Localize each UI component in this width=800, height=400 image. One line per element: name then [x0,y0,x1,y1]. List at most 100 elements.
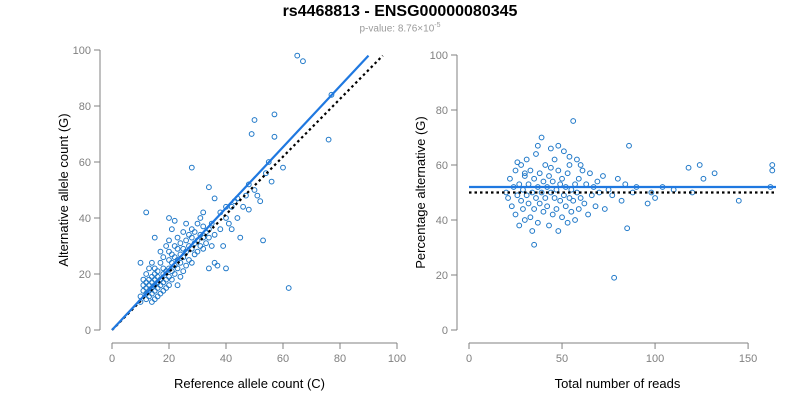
left-data-point [166,215,172,221]
right-data-point [527,167,534,174]
left-data-point [328,91,335,98]
left-data-point [143,279,150,286]
right-data-point [549,178,556,185]
right-y-axis-label: Percentage alternative (G) [413,116,428,268]
left-data-point [146,265,152,272]
left-data-point [225,220,232,227]
right-data-point [626,142,632,149]
right-x-tick-label: 100 [646,353,664,365]
left-data-point [257,198,264,205]
right-data-point [570,197,577,204]
right-data-point [538,134,545,141]
right-data-point [521,170,528,177]
left-data-point [186,257,192,263]
left-data-point [166,282,172,289]
right-data-point [652,195,658,201]
right-data-point [521,217,528,223]
left-data-point [140,282,147,289]
left-data-point [194,220,201,227]
left-data-point [203,240,209,247]
left-data-point [197,243,204,249]
right-y-tick-label: 20 [436,270,448,282]
left-data-point [157,248,164,255]
right-data-point [536,200,543,207]
left-data-point [188,164,195,171]
right-x-tick-label: 0 [466,353,472,365]
left-data-point [146,282,152,289]
right-data-point [553,206,560,212]
left-data-point [168,226,175,233]
right-data-point [564,219,571,226]
right-data-point [685,164,692,171]
left-data-point [237,234,244,241]
right-data-point [560,148,567,155]
left-data-point [211,195,218,202]
left-data-point [183,237,190,244]
left-data-point [171,271,178,277]
left-data-point [151,287,158,294]
left-data-point [240,203,247,210]
left-data-point [211,231,218,238]
right-data-point [592,203,599,210]
left-data-point [220,243,227,249]
left-data-point [146,276,152,283]
left-data-point [149,299,155,305]
left-data-point [200,245,207,252]
left-reference-line [111,54,384,331]
right-data-point [769,162,776,168]
left-x-tick-label: 20 [163,353,175,365]
left-data-point [157,290,164,297]
right-data-point [533,195,539,201]
left-x-tick-label: 60 [277,353,289,365]
left-data-point [294,52,301,59]
left-data-point [143,285,150,291]
left-data-point [154,268,161,275]
figure-subtitle: p-value: 8.76×10-5 [0,22,800,34]
left-data-point [300,58,306,65]
left-data-point [263,170,269,177]
right-data-point [566,162,573,168]
left-fit-line [111,54,370,331]
left-data-point [186,231,192,238]
p-value-exponent: -5 [434,22,441,29]
p-value-prefix: p-value: 8.76×10 [359,23,435,35]
left-data-point [154,293,161,300]
left-data-point [280,164,286,171]
right-data-point [546,173,552,179]
figure-header: rs4468813 - ENSG00000080345 p-value: 8.7… [0,3,800,34]
left-data-point [157,282,164,289]
left-data-point [188,234,195,241]
left-x-axis-label: Reference allele count (C) [174,376,325,391]
left-data-point [180,229,187,235]
right-data-point [555,228,562,234]
left-data-point [271,133,278,140]
right-data-point [512,167,519,174]
left-data-point [325,136,332,143]
figure-title: rs4468813 - ENSG00000080345 [282,3,518,20]
left-data-point [208,243,215,249]
right-y-tick-label: 0 [442,325,448,337]
left-data-point [149,259,155,266]
right-data-point [769,167,776,174]
right-data-point [587,170,593,177]
right-x-axis-label: Total number of reads [555,376,681,391]
left-data-point [160,279,167,286]
left-data-point [183,220,190,227]
right-data-point [547,145,554,152]
left-data-point [171,254,178,261]
left-y-tick-label: 0 [85,325,91,337]
right-data-point [572,217,578,223]
right-data-point [507,175,513,182]
right-y-tick-label: 60 [436,160,448,172]
right-data-point [512,211,519,218]
left-data-point [200,234,207,241]
right-data-point [566,153,573,160]
right-data-point [600,173,606,179]
left-data-point [223,265,229,272]
right-data-point [700,175,707,182]
left-data-point [197,215,204,221]
left-data-point [163,243,170,249]
right-data-point [618,197,625,204]
